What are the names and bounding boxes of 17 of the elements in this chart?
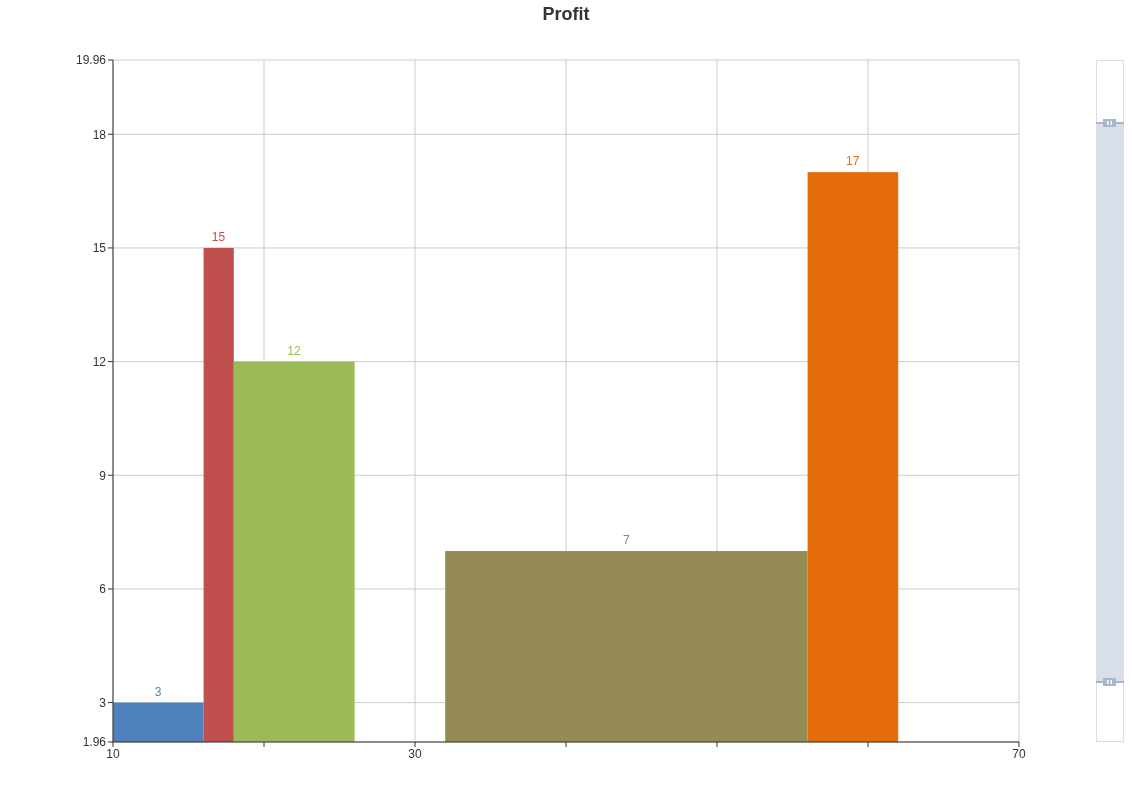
y-tick-label: 9 (99, 468, 107, 483)
y-tick-label: 1.96 (82, 735, 107, 750)
y-tick-label: 6 (99, 582, 107, 597)
data-label: 17 (846, 154, 860, 169)
x-tick-label: 10 (106, 746, 120, 761)
y-tick-label: 18 (92, 127, 107, 142)
data-label: 15 (211, 229, 226, 244)
y-tick-label: 19.96 (75, 53, 107, 68)
y-tick-label: 15 (92, 241, 107, 256)
x-tick-label: 70 (1012, 746, 1026, 761)
y-tick-label: 12 (92, 354, 107, 369)
x-tick-label: 30 (408, 746, 422, 761)
chart-title: Profit (541, 4, 591, 24)
y-tick-label: 3 (99, 695, 107, 710)
data-label: 3 (154, 684, 162, 699)
data-label: 7 (622, 533, 630, 548)
data-label: 12 (287, 343, 302, 358)
